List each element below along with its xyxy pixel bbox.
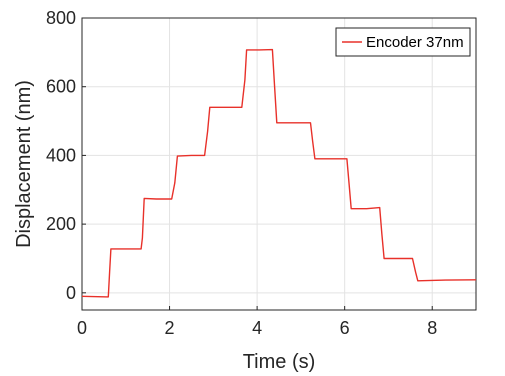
y-tick-label: 0 bbox=[66, 283, 76, 303]
x-tick-label: 4 bbox=[252, 318, 262, 338]
legend-label: Encoder 37nm bbox=[366, 34, 464, 51]
y-axis-label: Displacement (nm) bbox=[13, 80, 35, 248]
y-tick-label: 400 bbox=[46, 145, 76, 165]
x-tick-label: 2 bbox=[165, 318, 175, 338]
axis-ticks bbox=[81, 17, 433, 310]
y-tick-label: 800 bbox=[46, 8, 76, 28]
y-tick-label: 600 bbox=[46, 77, 76, 97]
x-tick-label: 6 bbox=[340, 318, 350, 338]
y-tick-label: 200 bbox=[46, 214, 76, 234]
legend: Encoder 37nm bbox=[335, 27, 471, 57]
x-tick-label: 0 bbox=[77, 318, 87, 338]
x-axis-label: Time (s) bbox=[243, 351, 316, 373]
x-tick-label: 8 bbox=[427, 318, 437, 338]
series-line-encoder bbox=[81, 48, 477, 298]
plot-area bbox=[81, 17, 477, 311]
tick-labels: 0 2 4 6 8 0 200 400 600 800 bbox=[46, 8, 437, 338]
